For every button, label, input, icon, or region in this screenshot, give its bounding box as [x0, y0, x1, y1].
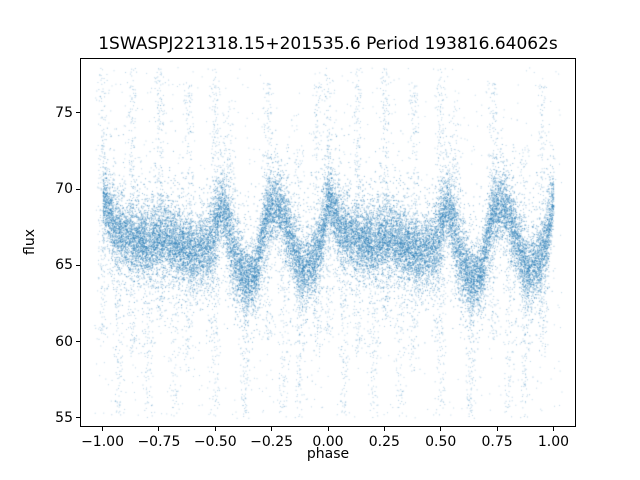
x-tick-mark: [214, 427, 216, 431]
x-tick-mark: [271, 427, 273, 431]
y-tick-label: 75: [55, 104, 73, 121]
x-tick-label: 0.75: [481, 434, 513, 450]
scatter-canvas: [80, 58, 576, 427]
y-tick-mark: [76, 264, 80, 266]
x-tick-label: 0.50: [425, 434, 457, 450]
x-tick-label: 1.00: [537, 434, 570, 450]
chart-title: 1SWASPJ221318.15+201535.6 Period 193816.…: [98, 34, 558, 54]
x-tick-label: −0.50: [193, 434, 237, 450]
x-tick-mark: [496, 427, 498, 431]
axes-frame: [80, 58, 576, 427]
y-tick-label: 55: [55, 409, 73, 426]
x-tick-mark: [440, 427, 442, 431]
x-tick-label: −1.00: [81, 434, 124, 450]
x-tick-mark: [327, 427, 329, 431]
x-tick-mark: [552, 427, 554, 431]
x-tick-label: 0.25: [368, 434, 400, 450]
y-tick-label: 70: [55, 181, 73, 198]
x-tick-mark: [158, 427, 160, 431]
x-axis-label: phase: [306, 446, 350, 462]
y-tick-mark: [76, 188, 80, 190]
y-tick-mark: [76, 417, 80, 419]
y-tick-mark: [76, 112, 80, 114]
y-tick-mark: [76, 341, 80, 343]
x-tick-label: 0.00: [312, 434, 344, 450]
x-tick-mark: [383, 427, 385, 431]
y-axis-label: flux: [22, 229, 38, 255]
y-tick-label: 60: [55, 333, 73, 350]
x-tick-label: −0.75: [137, 434, 181, 450]
x-tick-label: −0.25: [250, 434, 294, 450]
x-tick-mark: [102, 427, 104, 431]
y-tick-label: 65: [55, 257, 73, 274]
